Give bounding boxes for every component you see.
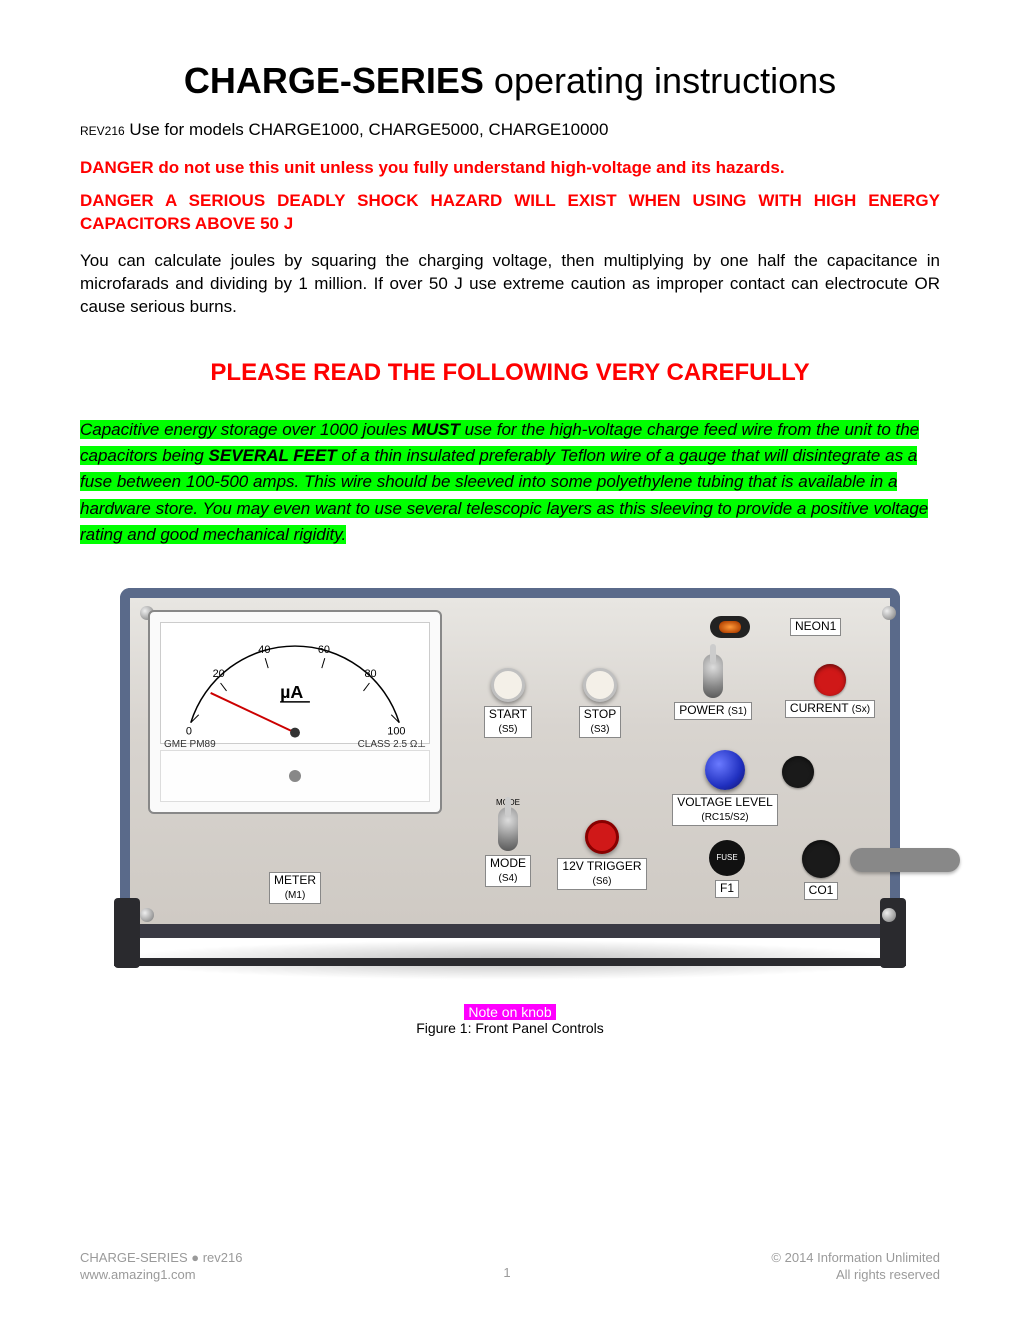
- hl-part1: Capacitive energy storage over 1000 joul…: [80, 420, 412, 439]
- mode-control: MODE MODE(S4): [478, 798, 538, 887]
- trigger-label: 12V TRIGGER(S6): [557, 858, 646, 890]
- output-cable: [850, 848, 960, 872]
- svg-text:60: 60: [318, 645, 330, 657]
- svg-text:80: 80: [364, 668, 376, 680]
- start-label: START(S5): [484, 706, 532, 738]
- danger-text-1: DANGER do not use this unit unless you f…: [80, 158, 940, 178]
- meter-label: METER(M1): [269, 872, 321, 904]
- figure-caption-wrap: Note on knob Figure 1: Front Panel Contr…: [90, 1004, 930, 1036]
- footer-right: © 2014 Information UnlimitedAll rights r…: [771, 1250, 940, 1284]
- hl-must: MUST: [412, 420, 460, 439]
- highlighted-warning: Capacitive energy storage over 1000 joul…: [80, 417, 940, 549]
- page-title: CHARGE-SERIES operating instructions: [80, 60, 940, 102]
- rev-label: REV216: [80, 124, 125, 138]
- mode-toggle[interactable]: [498, 807, 518, 851]
- meter-bottom-panel: [160, 750, 430, 802]
- stop-label: STOP(S3): [579, 706, 621, 738]
- svg-text:0: 0: [186, 726, 192, 738]
- stand-bar: [114, 958, 906, 966]
- stop-control: STOP(S3): [570, 668, 630, 738]
- subtitle-rest: Use for models CHARGE1000, CHARGE5000, C…: [125, 120, 609, 139]
- co1-jack[interactable]: [802, 840, 840, 878]
- co1-control: CO1: [796, 840, 846, 900]
- start-button[interactable]: [491, 668, 525, 702]
- danger-text-2: DANGER A SERIOUS DEADLY SHOCK HAZARD WIL…: [80, 190, 940, 236]
- current-jack[interactable]: [814, 664, 846, 696]
- fuse-control: FUSE F1: [702, 840, 752, 898]
- page-footer: CHARGE-SERIES ● rev216www.amazing1.com 1…: [80, 1250, 940, 1284]
- neon-lamp: [710, 616, 750, 638]
- footer-page-number: 1: [503, 1250, 510, 1284]
- voltage-label: VOLTAGE LEVEL(RC15/S2): [672, 794, 778, 826]
- figure-caption: Figure 1: Front Panel Controls: [416, 1020, 604, 1036]
- title-bold: CHARGE-SERIES: [184, 60, 484, 101]
- stop-button[interactable]: [583, 668, 617, 702]
- fuse-label: F1: [715, 880, 739, 898]
- analog-meter: 0 20 40 60 80 100 µA GME PM89 CLASS 2.5 …: [148, 610, 442, 814]
- current-label: CURRENT (Sx): [785, 700, 875, 718]
- voltage-control: VOLTAGE LEVEL(RC15/S2): [660, 750, 790, 826]
- svg-text:µA: µA: [280, 682, 303, 702]
- co1-label: CO1: [804, 882, 839, 900]
- calc-paragraph: You can calculate joules by squaring the…: [80, 250, 940, 319]
- trigger-button[interactable]: [585, 820, 619, 854]
- footer-left: CHARGE-SERIES ● rev216www.amazing1.com: [80, 1250, 242, 1284]
- hl-feet: SEVERAL FEET: [209, 446, 337, 465]
- device-figure: 0 20 40 60 80 100 µA GME PM89 CLASS 2.5 …: [90, 588, 930, 988]
- voltage-knob[interactable]: [705, 750, 745, 790]
- note-on-knob: Note on knob: [464, 1004, 555, 1020]
- meter-label-wrap: METER(M1): [260, 868, 330, 904]
- fuse-holder[interactable]: FUSE: [709, 840, 745, 876]
- svg-text:100: 100: [387, 726, 405, 738]
- meter-face: 0 20 40 60 80 100 µA: [160, 622, 430, 744]
- meter-class: CLASS 2.5 Ω⊥: [358, 739, 426, 750]
- neon-label-wrap: NEON1: [790, 614, 841, 636]
- trigger-control: 12V TRIGGER(S6): [552, 820, 652, 890]
- mode-label: MODE(S4): [485, 855, 531, 887]
- start-control: START(S5): [478, 668, 538, 738]
- power-toggle[interactable]: [703, 654, 723, 698]
- power-control: POWER (S1): [668, 654, 758, 720]
- neon-label: NEON1: [790, 618, 841, 636]
- power-label: POWER (S1): [674, 702, 752, 720]
- meter-brand: GME PM89: [164, 739, 216, 750]
- title-rest: operating instructions: [484, 60, 836, 101]
- svg-text:20: 20: [213, 668, 225, 680]
- current-control: CURRENT (Sx): [780, 664, 880, 718]
- read-carefully-heading: PLEASE READ THE FOLLOWING VERY CAREFULLY: [80, 359, 940, 387]
- subtitle: REV216 Use for models CHARGE1000, CHARGE…: [80, 120, 940, 140]
- svg-text:40: 40: [258, 645, 270, 657]
